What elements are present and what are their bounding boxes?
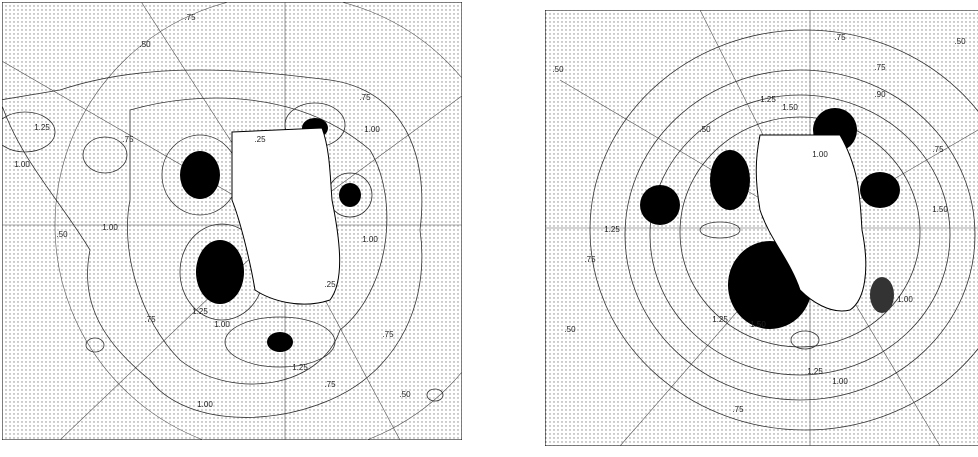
contour-label: .75	[874, 63, 886, 72]
right-map: .75 .50 .50 .75 1.25 1.50 .90 .50 1.00 1…	[545, 10, 978, 446]
contour-label: 1.25	[34, 123, 50, 132]
contour-label: 1.50	[932, 205, 948, 214]
contour-label: .75	[184, 13, 196, 22]
contour-label: .75	[324, 380, 336, 389]
contour-label: .50	[954, 37, 966, 46]
contour-label: .50	[699, 125, 711, 134]
contour-label: .50	[399, 390, 411, 399]
contour-label: .90	[874, 90, 886, 99]
contour-label: .50	[139, 40, 151, 49]
contour-label: .50	[552, 65, 564, 74]
contour-label: 1.50	[782, 103, 798, 112]
contour-label: 1.25	[807, 367, 823, 376]
contour-label: 1.00	[197, 400, 213, 409]
left-map: .50 .75 .75 1.00 1.25 1.00 .75 1.00 .25 …	[2, 2, 462, 440]
contour-label: 1.00	[214, 320, 230, 329]
contour-label: 1.00	[832, 377, 848, 386]
contour-label: .50	[56, 230, 68, 239]
contour-label: .75	[834, 33, 846, 42]
contour-label: 1.00	[362, 235, 378, 244]
contour-label: .50	[564, 325, 576, 334]
contour-label: 1.00	[102, 223, 118, 232]
contour-label: .25	[324, 280, 336, 289]
contour-label: .75	[122, 135, 134, 144]
contour-label: 1.00	[14, 160, 30, 169]
contour-label: 1.00	[364, 125, 380, 134]
contour-label: .75	[382, 330, 394, 339]
contour-label: .75	[932, 145, 944, 154]
contour-label: 1.25	[292, 363, 308, 372]
contour-label: .75	[359, 93, 371, 102]
contour-label: 1.25	[712, 315, 728, 324]
contour-label: .25	[254, 135, 266, 144]
contour-label: .75	[584, 255, 596, 264]
contour-label: 1.25	[604, 225, 620, 234]
contour-label: 1.00	[897, 295, 913, 304]
contour-label: 1.50	[750, 320, 766, 329]
contour-label: .75	[144, 315, 156, 324]
contour-label: .75	[732, 405, 744, 414]
contour-label: 1.25	[192, 307, 208, 316]
contour-label: 1.25	[760, 95, 776, 104]
contour-label: 1.00	[812, 150, 828, 159]
